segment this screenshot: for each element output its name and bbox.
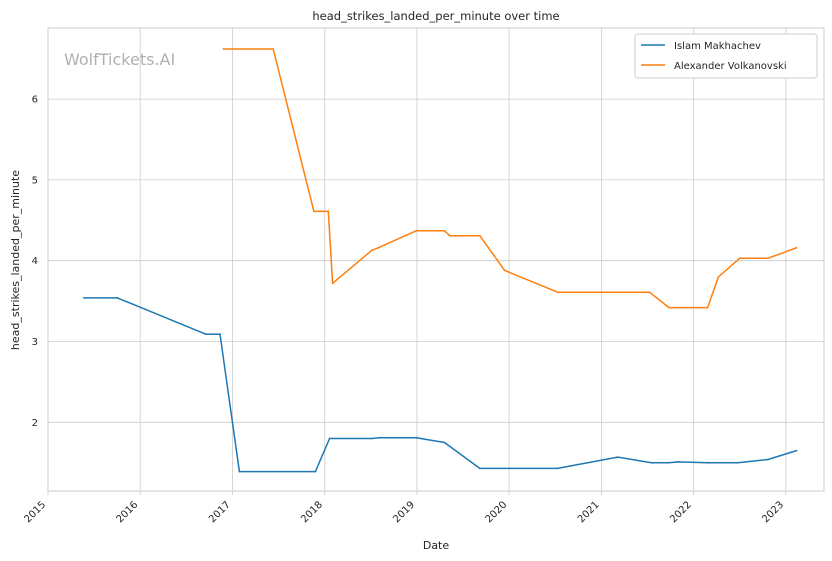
data-point-alexander-volkanovski: [327, 210, 330, 213]
data-point-alexander-volkanovski: [222, 48, 225, 50]
chart-title: head_strikes_landed_per_minute over time: [312, 9, 559, 23]
data-point-alexander-volkanovski: [272, 48, 275, 50]
plot-frame: [47, 27, 825, 492]
data-point-islam-makhachev: [616, 456, 619, 458]
x-tick-label: 2015: [22, 499, 48, 525]
x-tick-label: 2017: [207, 499, 233, 525]
data-point-islam-makhachev: [706, 461, 709, 464]
x-axis-label: Date: [423, 539, 450, 552]
data-point-alexander-volkanovski: [767, 257, 769, 260]
data-point-alexander-volkanovski: [377, 246, 380, 249]
data-point-islam-makhachev: [83, 297, 85, 299]
y-tick-label: 3: [32, 337, 38, 348]
x-tick-label: 2018: [299, 499, 325, 525]
y-tick-label: 2: [32, 418, 38, 429]
data-point-islam-makhachev: [371, 437, 373, 440]
data-point-alexander-volkanovski: [415, 229, 418, 232]
data-point-islam-makhachev: [668, 461, 670, 464]
data-point-alexander-volkanovski: [795, 246, 798, 249]
data-point-islam-makhachev: [767, 458, 769, 461]
data-point-islam-makhachev: [328, 437, 331, 440]
data-point-alexander-volkanovski: [443, 229, 446, 232]
data-point-islam-makhachev: [238, 470, 241, 473]
data-point-alexander-volkanovski: [668, 306, 670, 309]
series-line-alexander-volkanovski: [223, 48, 797, 309]
y-axis: 2 3 4 5 6: [32, 95, 38, 429]
data-point-islam-makhachev: [219, 333, 221, 336]
data-point-alexander-volkanovski: [706, 306, 709, 309]
data-point-islam-makhachev: [556, 467, 559, 470]
y-tick-label: 6: [32, 95, 38, 106]
x-tick-label: 2020: [484, 499, 510, 525]
x-tick-label: 2021: [576, 499, 602, 525]
data-point-islam-makhachev: [676, 461, 679, 463]
legend: Islam Makhachev Alexander Volkanovski: [634, 33, 818, 79]
data-point-alexander-volkanovski: [371, 249, 373, 252]
data-point-islam-makhachev: [443, 441, 446, 444]
data-point-alexander-volkanovski: [478, 234, 481, 237]
x-tick-label: 2022: [668, 499, 694, 525]
data-point-islam-makhachev: [478, 467, 481, 470]
data-point-alexander-volkanovski: [738, 257, 741, 260]
x-tick-label: 2019: [391, 499, 417, 525]
data-point-alexander-volkanovski: [717, 276, 720, 278]
grid: [47, 28, 824, 491]
legend-label-alexander-volkanovski: Alexander Volkanovski: [674, 61, 787, 72]
data-point-alexander-volkanovski: [503, 269, 506, 272]
y-axis-label: head_strikes_landed_per_minute: [9, 170, 22, 350]
x-axis: 2015 2016 2017 2018 2019 2020 2021 2022 2023: [22, 491, 787, 525]
x-tick-label: 2023: [760, 499, 786, 525]
data-point-alexander-volkanovski: [448, 234, 451, 237]
data-point-islam-makhachev: [314, 470, 317, 473]
data-point-islam-makhachev: [378, 436, 380, 439]
data-point-islam-makhachev: [737, 461, 739, 464]
data-point-islam-makhachev: [415, 436, 418, 439]
plot-area: [48, 28, 824, 491]
legend-label-islam-makhachev: Islam Makhachev: [674, 41, 761, 52]
data-point-islam-makhachev: [116, 297, 119, 299]
data-point-alexander-volkanovski: [556, 291, 559, 294]
data-point-alexander-volkanovski: [313, 210, 315, 213]
data-point-islam-makhachev: [204, 333, 207, 336]
data-point-islam-makhachev: [795, 449, 798, 452]
legend-box: [634, 33, 818, 79]
series-layer: [83, 48, 798, 473]
data-point-alexander-volkanovski: [331, 282, 334, 285]
y-tick-label: 4: [32, 256, 38, 267]
x-tick-label: 2016: [115, 499, 141, 525]
data-point-alexander-volkanovski: [648, 291, 651, 294]
y-tick-label: 5: [32, 175, 38, 186]
data-point-islam-makhachev: [650, 461, 653, 464]
watermark: WolfTickets.AI: [64, 50, 175, 69]
